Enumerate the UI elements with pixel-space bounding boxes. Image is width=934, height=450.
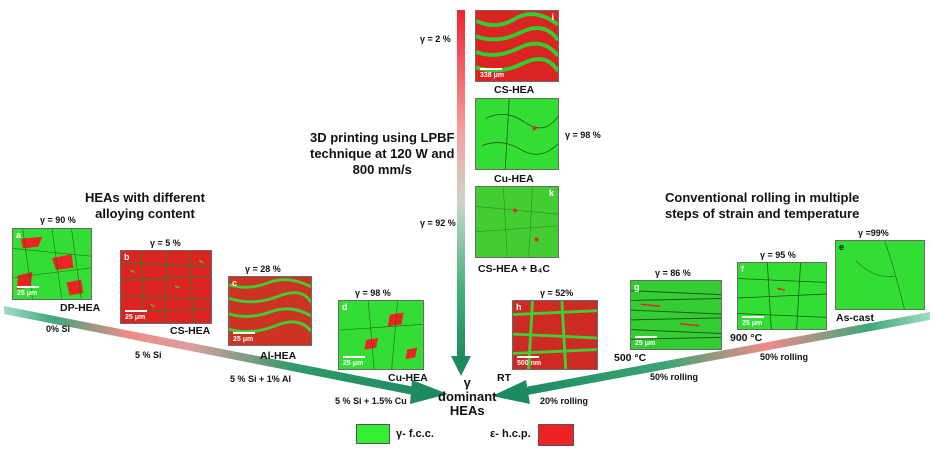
legend-fcc-label: γ- f.c.c. xyxy=(396,428,434,440)
right-label-2: 50% rolling xyxy=(760,352,809,362)
heading-lpbf-line1: 3D printing using LPBF xyxy=(310,130,455,145)
scale-c: 25 μm xyxy=(233,336,254,343)
micrograph-a: a 25 μm xyxy=(12,228,92,300)
micrograph-g: g 25 μm xyxy=(630,280,722,350)
target-gamma: γ xyxy=(463,375,471,390)
gamma-e: γ =99% xyxy=(858,228,889,238)
name-f: 900 °C xyxy=(730,332,763,344)
gamma-i: γ = 2 % xyxy=(420,34,451,44)
scale-b: 25 μm xyxy=(125,314,146,321)
name-e: As-cast xyxy=(836,312,874,324)
letter-b: b xyxy=(124,252,130,262)
gamma-a: γ = 90 % xyxy=(40,215,76,225)
gamma-f: γ = 95 % xyxy=(760,250,796,260)
gamma-j: γ = 98 % xyxy=(565,130,601,140)
micrograph-e: e xyxy=(835,240,925,310)
gamma-d: γ = 98 % xyxy=(355,288,391,298)
right-label-1: 50% rolling xyxy=(650,372,699,382)
letter-f: f xyxy=(741,264,744,274)
micrograph-i: i 338 μm xyxy=(475,10,559,82)
right-label-0: 20% rolling xyxy=(540,396,589,406)
micrograph-f: f 25 μm xyxy=(737,262,827,330)
heading-lpbf-line3: 800 mm/s xyxy=(352,162,412,177)
left-label-2: 5 % Si + 1% Al xyxy=(230,374,291,384)
left-label-3: 5 % Si + 1.5% Cu xyxy=(335,396,407,406)
legend-fcc-swatch xyxy=(356,424,390,444)
heading-alloying: HEAs with different alloying content xyxy=(85,190,205,222)
gamma-g: γ = 86 % xyxy=(655,268,691,278)
scale-d: 25 μm xyxy=(343,360,364,367)
scale-h: 500 nm xyxy=(517,360,542,367)
center-arrowhead xyxy=(451,356,471,376)
gamma-c: γ = 28 % xyxy=(245,264,281,274)
micrograph-b: b 25 μm xyxy=(120,250,212,324)
scalebar-b xyxy=(125,310,147,312)
name-c: Al-HEA xyxy=(260,350,297,362)
heading-alloying-line2: alloying content xyxy=(95,206,195,221)
scale-a: 25 μm xyxy=(17,290,38,297)
legend-hcp-label: ε- h.c.p. xyxy=(490,428,531,440)
gamma-h: γ = 52% xyxy=(540,288,574,298)
target-label: γ dominant HEAs xyxy=(438,376,497,418)
scalebar-h xyxy=(517,356,539,358)
heading-lpbf-line2: technique at 120 W and xyxy=(310,146,455,161)
letter-c: c xyxy=(232,278,238,288)
letter-h: h xyxy=(516,302,522,312)
micrograph-j xyxy=(475,98,559,170)
name-j: Cu-HEA xyxy=(494,173,534,185)
name-i: CS-HEA xyxy=(494,84,535,96)
left-arrowhead xyxy=(410,380,448,404)
left-label-1: 5 % Si xyxy=(135,350,162,360)
micrograph-k: k xyxy=(475,186,559,258)
heading-lpbf: 3D printing using LPBF technique at 120 … xyxy=(310,130,454,178)
heading-rolling-line1: Conventional rolling in multiple xyxy=(665,190,860,205)
center-arrow xyxy=(457,10,465,360)
name-b: CS-HEA xyxy=(170,325,211,337)
left-arrow xyxy=(4,306,420,396)
legend-hcp-swatch xyxy=(538,424,574,446)
gamma-k: γ = 92 % xyxy=(420,218,456,228)
name-a: DP-HEA xyxy=(60,302,101,314)
gamma-b: γ = 5 % xyxy=(150,238,181,248)
letter-i: i xyxy=(551,12,554,22)
heading-rolling-line2: steps of strain and temperature xyxy=(665,206,860,221)
right-arrowhead xyxy=(492,380,530,404)
letter-a: a xyxy=(16,230,22,240)
scale-i: 338 μm xyxy=(480,72,505,79)
scale-f: 25 μm xyxy=(742,320,763,327)
letter-e: e xyxy=(839,242,845,252)
letter-g: g xyxy=(634,282,640,292)
scalebar-c xyxy=(233,332,255,334)
name-d: Cu-HEA xyxy=(388,372,428,384)
scalebar-i xyxy=(480,68,502,70)
micrograph-h: h 500 nm xyxy=(512,300,598,370)
letter-k: k xyxy=(548,188,554,198)
name-g: 500 °C xyxy=(614,352,647,364)
scalebar-a xyxy=(17,286,39,288)
left-label-0: 0% Si xyxy=(46,324,71,334)
scalebar-g xyxy=(635,336,657,338)
micrograph-c: c 25 μm xyxy=(228,276,312,346)
heading-alloying-line1: HEAs with different xyxy=(85,190,205,205)
right-arrow xyxy=(520,312,930,396)
target-dominant: dominant xyxy=(438,389,497,404)
scalebar-f xyxy=(742,316,764,318)
name-h: RT xyxy=(497,372,511,384)
scale-g: 25 μm xyxy=(635,340,656,347)
scalebar-d xyxy=(343,356,365,358)
micrograph-d: d 25 μm xyxy=(338,300,424,370)
target-heas: HEAs xyxy=(449,403,485,418)
name-k: CS-HEA + B₄C xyxy=(478,263,550,275)
heading-rolling: Conventional rolling in multiple steps o… xyxy=(665,190,859,222)
letter-d: d xyxy=(342,302,348,312)
